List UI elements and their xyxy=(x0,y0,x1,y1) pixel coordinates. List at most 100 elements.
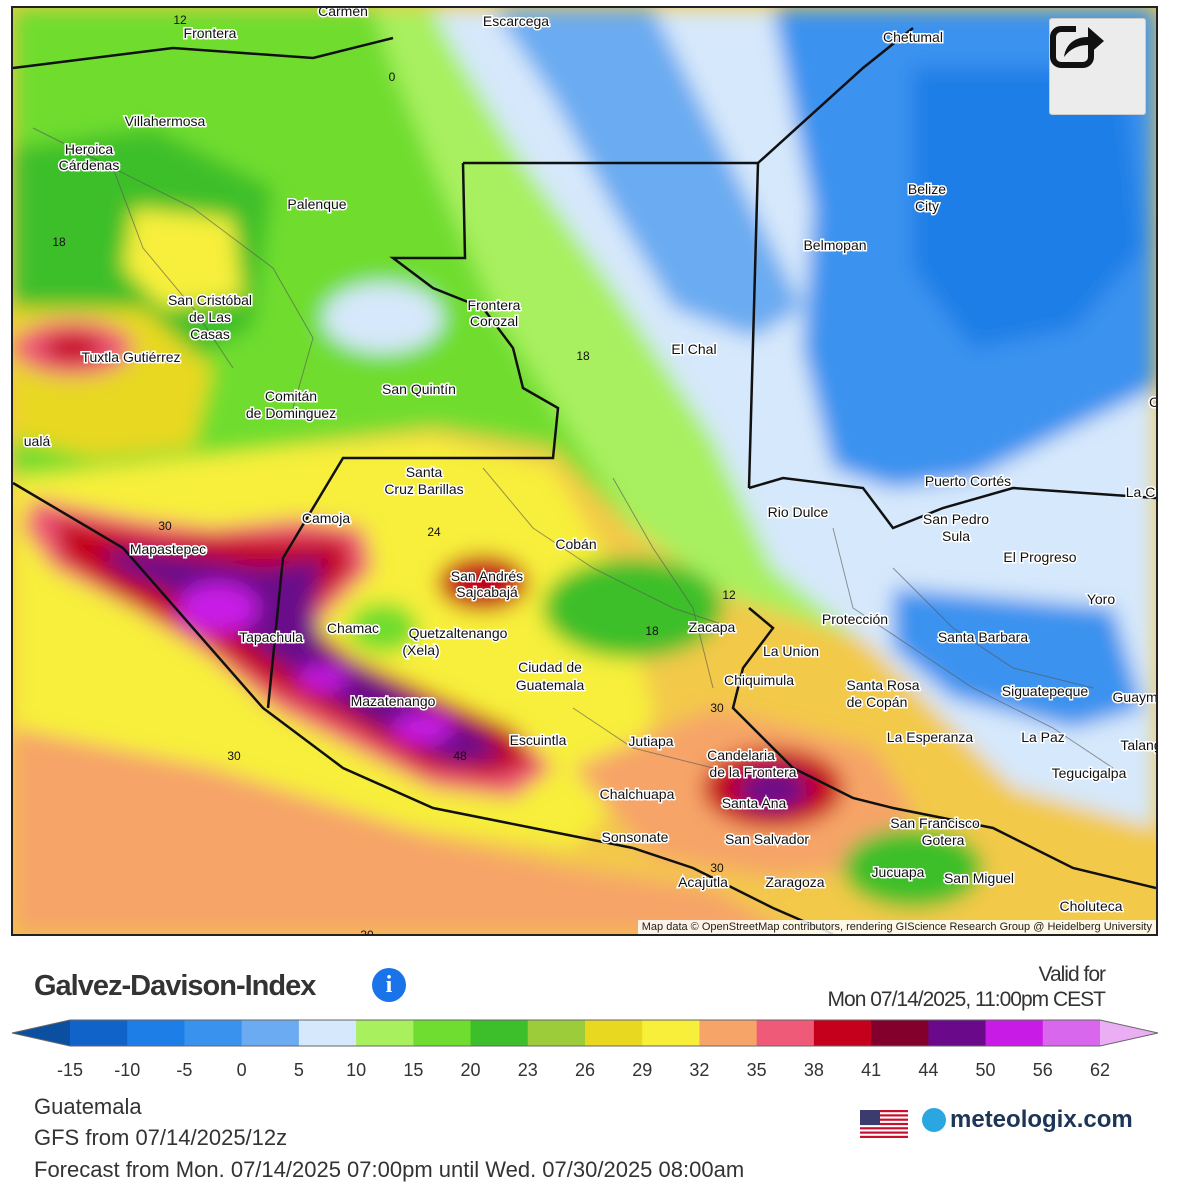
city-label: de Copán xyxy=(847,694,908,710)
city-label: La Cei xyxy=(1126,484,1156,500)
city-label: Sajcabajá xyxy=(456,584,518,600)
valid-datetime: Mon 07/14/2025, 11:00pm CEST xyxy=(827,988,1106,1011)
city-label: Heroica xyxy=(65,141,113,157)
city-marker: Guatemala xyxy=(514,676,586,695)
city-marker: La Cei xyxy=(1124,483,1156,502)
forecast-range: Forecast from Mon. 07/14/2025 07:00pm un… xyxy=(34,1157,745,1182)
legend-ticks: -15 -10 -5 0 5 10 15 20 23 26 29 32 35 38 41 44 50 56 62 xyxy=(57,1060,1110,1080)
legend-swatch xyxy=(1100,1020,1158,1046)
city-marker: Escarcega xyxy=(481,12,550,31)
legend-tick-label: 5 xyxy=(294,1060,304,1080)
city-label: Santa Ana xyxy=(722,795,787,811)
city-marker: Acajutla xyxy=(677,873,730,892)
legend-swatch xyxy=(413,1020,472,1046)
city-marker: Chalchuapa xyxy=(598,785,676,804)
city-marker: Guayma xyxy=(1111,688,1156,707)
city-label: Chamac xyxy=(327,620,379,636)
contour-label: 12 xyxy=(173,13,187,27)
city-label: de Las xyxy=(189,309,231,325)
legend-swatch xyxy=(871,1020,929,1046)
city-label: Mapastepec xyxy=(130,541,206,557)
city-marker: Gotera xyxy=(920,831,966,850)
city-marker: La Paz xyxy=(1020,728,1067,747)
city-marker: City xyxy=(913,197,940,216)
city-marker: Belize xyxy=(906,180,947,199)
city-label: Mazatenango xyxy=(351,693,436,709)
city-label: Choluteca xyxy=(1059,898,1122,914)
us-flag-icon[interactable] xyxy=(860,1110,908,1138)
city-marker: Comitán xyxy=(263,387,318,406)
city-label: Chiquimula xyxy=(724,672,794,688)
city-marker: Chamac xyxy=(325,619,380,638)
legend-tick-label: -15 xyxy=(57,1060,83,1080)
city-label: La Paz xyxy=(1021,729,1065,745)
city-label: Sonsonate xyxy=(602,829,669,845)
city-label: Casas xyxy=(190,326,230,342)
contour-label: 30 xyxy=(710,861,724,875)
city-marker: El Progreso xyxy=(1002,548,1078,567)
legend-swatch xyxy=(127,1020,185,1046)
city-label: Santa xyxy=(406,464,443,480)
city-marker: Zacapa xyxy=(687,618,737,637)
city-label: San Salvador xyxy=(725,831,809,847)
index-title: Galvez-Davison-Index xyxy=(34,970,316,1002)
city-marker: Ciudad de xyxy=(517,658,584,677)
legend-swatch xyxy=(527,1020,586,1046)
map-attribution[interactable]: Map data © OpenStreetMap contributors, r… xyxy=(637,920,1156,934)
legend-bar xyxy=(11,1019,1159,1047)
contour-label: 18 xyxy=(52,235,66,249)
city-label: de la Frontera xyxy=(709,764,796,780)
city-label: Carmen xyxy=(318,8,368,19)
city-marker: Cobán xyxy=(554,535,598,554)
city-label: La Union xyxy=(763,643,819,659)
city-label: Santa Barbara xyxy=(938,629,1028,645)
city-marker: de la Frontera xyxy=(708,763,798,782)
city-label: Rio Dulce xyxy=(768,504,829,520)
color-legend: -15 -10 -5 0 5 10 15 20 23 26 29 32 35 38 41 44 50 56 62 xyxy=(11,1019,1159,1080)
city-marker: La Union xyxy=(761,642,820,661)
city-label: Corozal xyxy=(470,313,518,329)
city-label: Cárdenas xyxy=(59,157,120,173)
city-marker: Sajcabajá xyxy=(455,583,520,602)
city-marker: de Dominguez xyxy=(244,404,337,423)
contour-label: 24 xyxy=(427,525,441,539)
legend-tick-label: 20 xyxy=(461,1060,481,1080)
city-marker: Puerto Cortés xyxy=(923,472,1012,491)
legend-swatch xyxy=(985,1020,1044,1046)
city-label: Palenque xyxy=(287,196,346,212)
city-layer: Carmen Frontera Escarcega Chetumal Villaherm… xyxy=(22,8,1156,916)
city-marker: Chiquimula xyxy=(722,671,795,690)
city-label: La Esperanza xyxy=(887,729,974,745)
legend-swatch xyxy=(699,1020,758,1046)
city-label: Sula xyxy=(942,528,970,544)
city-label: San Pedro xyxy=(923,511,989,527)
legend-tick-label: 38 xyxy=(804,1060,824,1080)
city-label: Jutiapa xyxy=(628,733,673,749)
legend-swatch xyxy=(470,1020,529,1046)
brand-logo[interactable]: meteologix.com xyxy=(922,1106,1133,1134)
city-marker: Mazatenango xyxy=(349,692,437,711)
city-marker: Villahermosa xyxy=(123,112,207,131)
info-icon[interactable]: i xyxy=(372,968,406,1002)
contour-labels: 12 0 18 18 24 30 12 18 30 48 30 30 30 xyxy=(52,13,736,934)
city-marker: Palenque xyxy=(286,195,348,214)
contour-label: 30 xyxy=(227,749,241,763)
city-marker: (Xela) xyxy=(401,641,441,660)
city-label: Comitán xyxy=(265,388,317,404)
city-label: Guatemala xyxy=(516,677,585,693)
city-marker: Talang xyxy=(1119,736,1156,755)
city-marker: Camoja xyxy=(300,509,351,528)
city-label: El Progreso xyxy=(1003,549,1076,565)
weather-map[interactable]: Carmen Frontera Escarcega Chetumal Villaherm… xyxy=(11,6,1158,936)
city-label: San Francisco xyxy=(890,815,980,831)
city-label: El Chal xyxy=(671,341,716,357)
legend-tick-label: 10 xyxy=(346,1060,366,1080)
map-canvas: Carmen Frontera Escarcega Chetumal Villaherm… xyxy=(13,8,1156,934)
city-marker: Tapachula xyxy=(238,628,305,647)
city-marker: Tegucigalpa xyxy=(1050,764,1128,783)
legend-tick-label: -10 xyxy=(114,1060,140,1080)
share-button[interactable] xyxy=(1049,18,1146,115)
meteologix-logo-icon xyxy=(922,1108,946,1132)
city-marker: Belmopan xyxy=(802,236,868,255)
city-label: Belmopan xyxy=(803,237,866,253)
